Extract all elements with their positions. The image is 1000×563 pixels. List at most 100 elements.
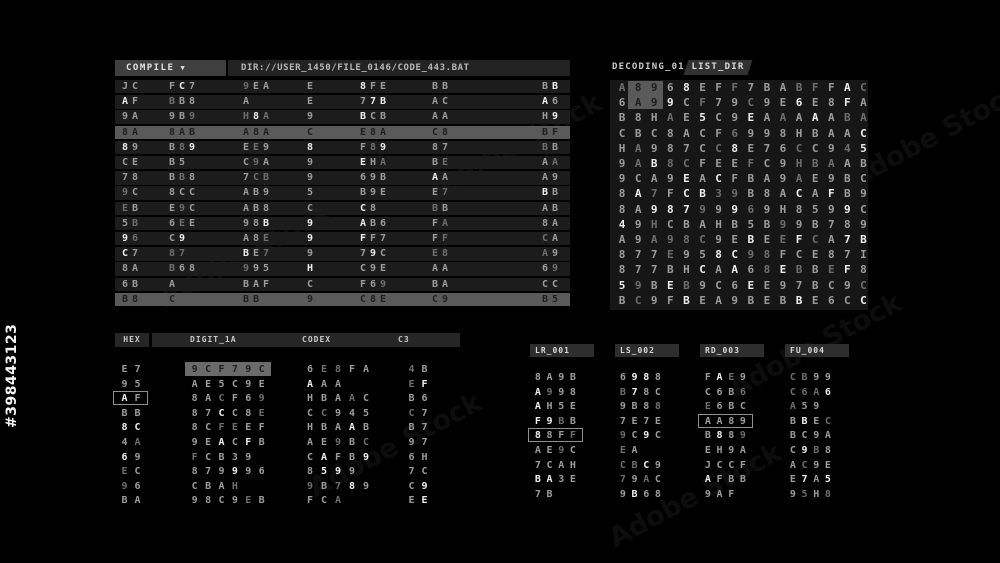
codex-header-bar: DIGIT_1A CODEX C3 — [152, 333, 460, 347]
register-panel-title: RD_003 — [700, 344, 764, 357]
selection-outline[interactable] — [698, 413, 753, 428]
selection-highlight[interactable] — [628, 81, 664, 110]
compile-menu-button[interactable]: COMPILE ▼ — [115, 60, 226, 76]
register-panel-title: LS_002 — [615, 344, 679, 357]
decoding-title: DECODING_01 — [612, 62, 685, 72]
register-panel-lr_001: LR_001 8 A 9 B A 9 9 8 A H 5 E F 9 B B 8 8 F F A E 9 C 7 C A H B A 3 E 7 B — [528, 344, 600, 504]
register-panel-title: LR_001 — [530, 344, 594, 357]
column-header-hex: HEX — [115, 333, 149, 347]
tab-list-dir-label: LIST_DIR — [691, 62, 745, 72]
column-header-digit-1a: DIGIT_1A — [190, 335, 237, 344]
selection-outline[interactable] — [528, 428, 583, 443]
column-header-c3: C3 — [398, 335, 410, 344]
register-panel-title: FU_004 — [785, 344, 849, 357]
compile-menu-label: COMPILE — [126, 63, 175, 73]
register-panel-ls_002: LS_002 6 9 8 8 B 7 8 C 9 B 8 8 7 E 7 E 9 C 9 C E A C B C 9 7 9 A C 9 B 6 8 — [615, 344, 685, 504]
tab-list-dir[interactable]: LIST_DIR — [683, 60, 753, 75]
register-panel-fu_004: FU_004 C B 9 9 C 6 A 6 A 5 9 B B E C B C 9 A C 9 B 8 A C 9 E E 7 A 5 9 5 H… — [785, 344, 855, 504]
compile-panel: COMPILE ▼ DIR://USER_1450/FILE_0146/CODE_… — [115, 60, 570, 310]
selection-highlight[interactable] — [185, 362, 272, 376]
chevron-down-icon: ▼ — [180, 64, 187, 72]
dir-path-text: DIR://USER_1450/FILE_0146/CODE_443.BAT — [241, 63, 470, 73]
stock-id-watermark: #398443123 — [4, 323, 20, 428]
column-header-codex: CODEX — [302, 335, 332, 344]
selection-outline[interactable] — [113, 391, 148, 406]
dir-path-bar: DIR://USER_1450/FILE_0146/CODE_443.BAT — [228, 60, 570, 76]
